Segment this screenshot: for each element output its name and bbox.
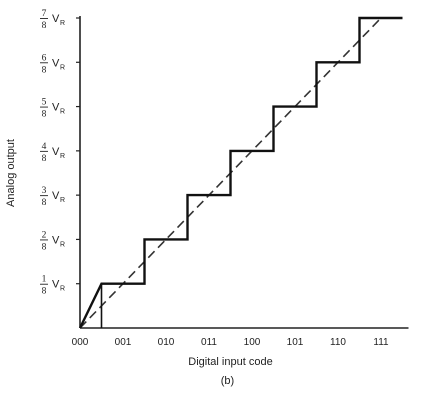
x-axis-title: Digital input code (188, 356, 272, 368)
y-tick-numerator: 7 (42, 9, 47, 19)
y-tick-unit: V (52, 234, 60, 246)
y-tick-label: 6 8V R (40, 53, 65, 75)
x-tick-label: 100 (244, 337, 261, 348)
y-tick-denominator: 8 (42, 110, 47, 120)
y-tick-label: 4 8V R (40, 142, 65, 164)
y-tick-numerator: 3 (42, 186, 47, 196)
y-tick-numerator: 5 (42, 98, 47, 108)
x-tick-label: 000 (72, 337, 89, 348)
y-tick-denominator: 8 (42, 65, 47, 75)
y-tick-denominator: 8 (42, 242, 47, 252)
y-tick-unit: V (52, 57, 60, 69)
x-tick-label: 001 (115, 337, 132, 348)
y-tick-denominator: 8 (42, 287, 47, 297)
y-tick-unit: V (52, 279, 60, 291)
y-tick-unit: V (52, 13, 60, 25)
y-tick-unit-subscript: R (60, 109, 65, 116)
x-tick-label: 101 (287, 337, 304, 348)
y-tick-label: 1 8V R (40, 275, 65, 297)
y-tick-denominator: 8 (42, 21, 47, 31)
x-tick-label: 110 (330, 337, 346, 348)
y-tick-denominator: 8 (42, 154, 47, 164)
y-tick-unit-subscript: R (60, 20, 65, 27)
x-tick-label: 011 (201, 337, 217, 348)
y-tick-unit-subscript: R (60, 241, 65, 248)
panel-label: (b) (221, 375, 234, 387)
y-tick-unit-subscript: R (60, 153, 65, 160)
y-tick-numerator: 6 (42, 53, 47, 63)
x-tick-labels: 000 001 010 011 100 101 110 111 (72, 337, 389, 348)
y-tick-unit-subscript: R (60, 197, 65, 204)
x-tick-label: 111 (373, 337, 389, 348)
y-tick-denominator: 8 (42, 198, 47, 208)
staircase-series (78, 16, 403, 329)
x-tick-label: 010 (158, 337, 175, 348)
staircase-line (78, 16, 403, 329)
y-tick-numerator: 1 (42, 275, 47, 285)
y-tick-unit-subscript: R (60, 286, 65, 293)
y-tick-label: 7 8V R (40, 9, 65, 31)
y-tick-numerator: 4 (42, 142, 47, 152)
y-tick-unit: V (52, 146, 60, 158)
y-tick-label: 3 8V R (40, 186, 65, 208)
y-axis-title: Analog output (5, 139, 17, 207)
y-tick-label: 2 8V R (40, 230, 65, 252)
axes (76, 16, 409, 329)
y-tick-label: 5 8V R (40, 98, 65, 120)
y-tick-unit: V (52, 190, 60, 202)
y-tick-numerator: 2 (42, 230, 47, 240)
y-tick-unit: V (52, 102, 60, 114)
y-tick-unit-subscript: R (60, 64, 65, 71)
